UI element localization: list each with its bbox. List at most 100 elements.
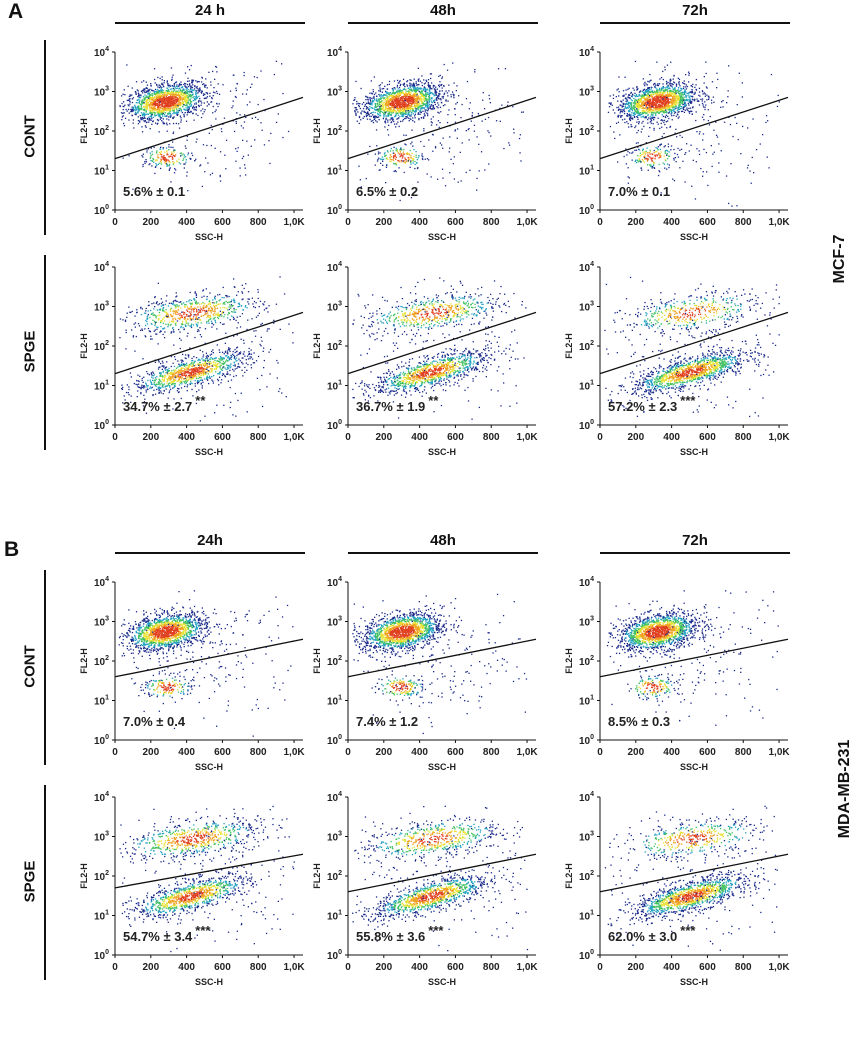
data-point	[158, 131, 160, 133]
data-point	[628, 117, 631, 119]
data-point	[175, 108, 178, 110]
data-point	[424, 100, 426, 102]
data-point	[169, 114, 171, 117]
data-point	[384, 120, 386, 122]
data-point	[679, 93, 682, 95]
data-point	[164, 162, 166, 165]
data-point	[147, 105, 149, 108]
data-point	[455, 90, 457, 92]
data-point	[421, 99, 423, 101]
data-point	[167, 164, 169, 167]
data-point	[442, 95, 445, 98]
data-point	[665, 105, 667, 107]
data-point	[186, 94, 188, 97]
data-point	[165, 97, 167, 99]
data-point	[162, 112, 164, 115]
data-point	[132, 108, 134, 111]
data-point	[161, 76, 163, 78]
data-point	[185, 147, 187, 149]
data-point	[630, 92, 632, 94]
data-point	[381, 158, 383, 160]
data-point	[161, 99, 163, 101]
data-point	[392, 90, 394, 92]
data-point	[411, 84, 413, 87]
data-point	[387, 121, 389, 123]
data-point	[415, 89, 417, 91]
data-point	[363, 101, 365, 104]
data-point	[172, 141, 174, 143]
data-point	[394, 163, 396, 165]
data-point	[651, 101, 654, 103]
data-point	[414, 110, 416, 112]
data-point	[146, 151, 148, 153]
data-point	[374, 153, 376, 155]
data-point	[242, 127, 244, 129]
data-point	[426, 94, 428, 96]
data-point	[700, 98, 702, 100]
data-point	[412, 145, 414, 147]
data-point	[170, 115, 172, 117]
data-point	[649, 121, 651, 123]
data-point	[423, 107, 425, 109]
data-point	[174, 95, 176, 97]
data-point	[639, 98, 641, 100]
data-point	[170, 110, 172, 112]
data-point	[173, 172, 176, 174]
data-point	[185, 109, 187, 111]
data-point	[143, 116, 145, 119]
data-point	[650, 94, 652, 97]
data-point	[143, 115, 145, 117]
data-point	[168, 86, 170, 88]
data-point	[396, 112, 398, 114]
data-point	[132, 107, 135, 109]
data-point	[674, 101, 676, 103]
data-point	[376, 160, 379, 162]
data-point	[408, 104, 410, 106]
data-point	[231, 107, 233, 109]
data-point	[404, 93, 406, 95]
data-point	[187, 98, 190, 100]
data-point	[186, 109, 189, 111]
data-point	[666, 82, 668, 84]
data-point	[182, 102, 185, 104]
data-point	[415, 156, 417, 158]
scatter-points	[352, 62, 524, 202]
data-point	[484, 118, 487, 120]
data-point	[180, 152, 182, 154]
data-point	[389, 98, 391, 101]
data-point	[654, 93, 656, 95]
data-point	[136, 99, 138, 101]
data-point	[190, 105, 192, 107]
data-point	[628, 126, 630, 128]
data-point	[153, 106, 155, 108]
data-point	[405, 95, 407, 97]
data-point	[637, 88, 639, 90]
data-point	[387, 101, 389, 103]
data-point	[691, 96, 694, 98]
data-point	[394, 110, 396, 112]
data-point	[167, 101, 170, 103]
data-point	[428, 90, 431, 92]
data-point	[162, 147, 164, 149]
data-point	[150, 119, 152, 121]
data-point	[382, 164, 384, 166]
data-point	[405, 134, 407, 136]
data-point	[433, 88, 435, 90]
data-point	[400, 147, 402, 149]
data-point	[163, 80, 165, 82]
data-point	[410, 104, 412, 106]
data-point	[417, 86, 419, 89]
data-point	[236, 82, 238, 85]
data-point	[376, 121, 378, 123]
data-point	[168, 165, 170, 167]
data-point	[685, 88, 688, 90]
data-point	[376, 102, 379, 104]
data-point	[419, 111, 421, 113]
data-point	[370, 112, 372, 115]
data-point	[357, 111, 359, 113]
data-point	[634, 102, 636, 104]
data-point	[371, 112, 373, 114]
data-point	[405, 144, 407, 146]
data-point	[650, 122, 652, 124]
data-point	[222, 84, 224, 86]
